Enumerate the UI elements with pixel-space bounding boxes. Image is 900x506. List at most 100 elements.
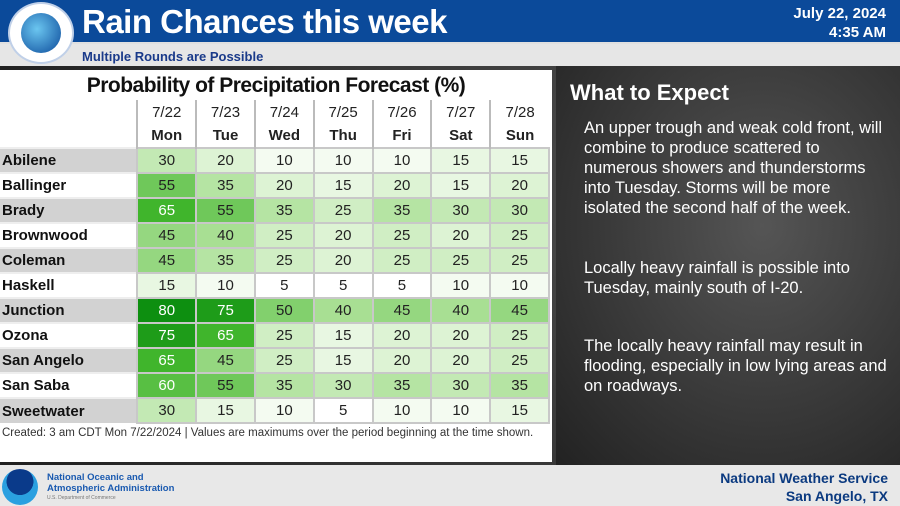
pop-cell: 5 [371,272,433,299]
pop-cell: 15 [312,347,374,374]
day-header: Tue [195,124,255,148]
table-row: Brady 65 55 35 25 35 30 30 [0,197,550,224]
pop-cell: 45 [136,222,198,249]
pop-cell: 50 [253,297,315,324]
pop-cell: 25 [312,197,374,224]
pop-cell: 10 [312,147,374,174]
pop-cell: 15 [312,322,374,349]
expect-paragraph: Locally heavy rainfall is possible into … [584,259,850,297]
pop-cell: 5 [253,272,315,299]
pop-table-panel: Probability of Precipitation Forecast (%… [0,70,552,462]
pop-cell: 45 [489,297,550,324]
issue-datetime: July 22, 2024 4:35 AM [793,4,886,42]
day-header: Sat [430,124,491,148]
pop-cell: 55 [136,172,198,199]
pop-cell: 30 [136,397,198,424]
pop-cell: 35 [253,372,315,399]
pop-cell: 35 [195,247,256,274]
pop-cell: 20 [312,222,374,249]
pop-cell: 40 [312,297,374,324]
table-row: Ballinger 55 35 20 15 20 15 20 [0,172,550,199]
expect-title: What to Expect [570,80,729,105]
nws-logo-icon [8,2,74,64]
issue-time: 4:35 AM [829,24,886,41]
pop-cell: 45 [195,347,256,374]
pop-cell: 45 [136,247,198,274]
pop-cell: 15 [136,272,198,299]
corner [0,124,137,148]
pop-cell: 25 [371,222,433,249]
nws-name: National Weather Service [720,470,888,486]
pop-table: 7/22 7/23 7/24 7/25 7/26 7/27 7/28 Mon Tue Wed Th… [0,100,550,424]
pop-cell: 15 [489,147,550,174]
table-row: Sweetwater 30 15 10 5 10 10 15 [0,397,550,424]
noaa-logo-icon [2,469,38,505]
pop-cell: 20 [430,322,492,349]
pop-cell: 20 [430,222,492,249]
header-bar: Rain Chances this week July 22, 2024 4:35… [0,0,900,44]
day-header: Mon [136,124,197,148]
date-header: 7/24 [253,100,314,124]
pop-cell: 10 [253,147,315,174]
location-name: San Saba [0,372,138,398]
table-title: Probability of Precipitation Forecast (%… [86,74,466,97]
pop-cell: 10 [430,272,492,299]
day-header: Wed [253,124,314,148]
location-name: Ballinger [0,172,138,198]
subtitle: Multiple Rounds are Possible [82,49,264,64]
pop-cell: 25 [253,347,315,374]
pop-cell: 35 [371,372,433,399]
noaa-dept: U.S. Department of Commerce [47,495,116,501]
pop-cell: 15 [489,397,550,424]
pop-cell: 55 [195,197,256,224]
table-row: Abilene 30 20 10 10 10 15 15 [0,147,550,174]
date-header: 7/22 [136,100,197,124]
pop-cell: 5 [312,272,374,299]
pop-cell: 10 [430,397,492,424]
location-name: Brady [0,197,138,223]
pop-cell: 20 [430,347,492,374]
pop-cell: 20 [312,247,374,274]
issue-date: July 22, 2024 [793,5,886,22]
pop-cell: 25 [253,222,315,249]
location-name: Brownwood [0,222,138,248]
pop-cell: 25 [489,247,550,274]
pop-cell: 15 [430,172,492,199]
location-name: Junction [0,297,138,323]
created-note: Created: 3 am CDT Mon 7/22/2024 | Values… [2,427,534,439]
table-row: Coleman 45 35 25 20 25 25 25 [0,247,550,274]
pop-cell: 20 [371,322,433,349]
day-header: Fri [371,124,432,148]
location-name: Ozona [0,322,138,348]
pop-cell: 75 [136,322,198,349]
table-row: San Angelo 65 45 25 15 20 20 25 [0,347,550,374]
corner [0,100,137,124]
pop-cell: 60 [136,372,198,399]
day-header: Thu [312,124,373,148]
office-name: San Angelo, TX [785,488,888,504]
date-header: 7/26 [371,100,432,124]
pop-cell: 10 [371,147,433,174]
pop-cell: 65 [136,197,198,224]
table-row: Junction 80 75 50 40 45 40 45 [0,297,550,324]
pop-cell: 65 [195,322,256,349]
pop-cell: 20 [371,172,433,199]
pop-cell: 30 [136,147,198,174]
pop-cell: 30 [489,197,550,224]
pop-cell: 35 [195,172,256,199]
pop-cell: 25 [430,247,492,274]
noaa-line: Atmospheric Administration [47,483,175,494]
expect-paragraph: The locally heavy rainfall may result in… [584,337,887,395]
pop-cell: 40 [430,297,492,324]
pop-cell: 65 [136,347,198,374]
pop-cell: 40 [195,222,256,249]
pop-cell: 25 [371,247,433,274]
pop-cell: 45 [371,297,433,324]
pop-cell: 30 [430,372,492,399]
table-row: Haskell 15 10 5 5 5 10 10 [0,272,550,299]
date-header: 7/27 [430,100,491,124]
expect-paragraph: An upper trough and weak cold front, wil… [584,119,883,217]
pop-cell: 55 [195,372,256,399]
day-header: Sun [489,124,549,148]
location-name: Haskell [0,272,138,298]
